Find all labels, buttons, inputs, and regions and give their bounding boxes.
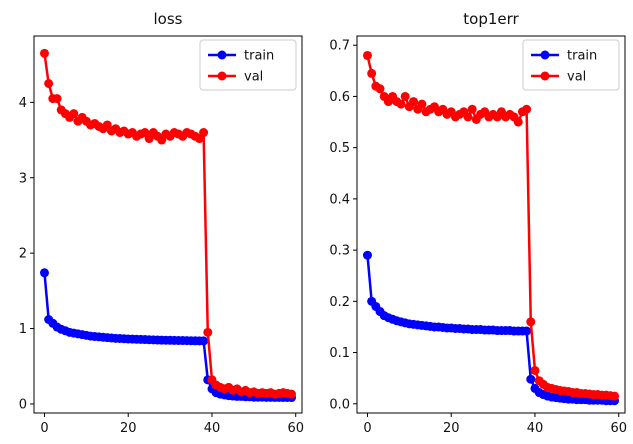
loss-legend-train-label: train [244, 49, 274, 64]
top1err-y-axis: 0.0 0.1 0.2 0.3 0.4 0.5 0.6 0.7 [329, 39, 357, 412]
top1err-y-tick-label: 0.0 [329, 397, 350, 412]
top1err-train-point [362, 250, 372, 260]
top1err-val-point [610, 391, 620, 401]
loss-x-tick-label: 40 [204, 421, 221, 436]
top1err-val-point [463, 112, 473, 122]
top1err-y-tick-label: 0.2 [329, 295, 350, 310]
loss-axes-frame [33, 35, 303, 414]
top1err-subplot: top1err 0 20 40 60 0.0 0.1 0.2 0.3 0.4 0.5 0.6 0.7… [329, 10, 627, 436]
top1err-val-point [530, 365, 540, 375]
top1err-val-point [417, 99, 427, 109]
loss-y-tick-label: 0 [19, 397, 27, 412]
top1err-train-point [522, 326, 532, 336]
loss-val-point [52, 94, 62, 104]
loss-legend-train-marker [217, 50, 227, 60]
top1err-y-tick-label: 0.6 [329, 90, 350, 105]
top1err-val-point [362, 50, 372, 60]
top1err-axes-frame [356, 35, 626, 414]
top1err-y-tick-label: 0.7 [329, 39, 350, 54]
top1err-val-point [375, 84, 385, 94]
loss-x-tick-label: 0 [40, 421, 48, 436]
loss-y-tick-label: 4 [19, 96, 27, 111]
top1err-y-tick-label: 0.4 [329, 192, 350, 207]
loss-legend-val-marker [217, 71, 227, 81]
top1err-val-point [396, 99, 406, 109]
loss-train-point [199, 336, 209, 346]
top1err-legend: train val [522, 39, 620, 91]
loss-y-tick-label: 3 [19, 171, 27, 186]
loss-legend: train val [199, 39, 297, 91]
loss-val-point [199, 128, 209, 138]
top1err-plot-area [362, 50, 620, 406]
loss-subplot: loss 0 20 40 60 0 1 2 3 4 train val [19, 10, 304, 436]
top1err-legend-val-marker [540, 71, 550, 81]
loss-legend-val-label: val [244, 70, 263, 85]
top1err-val-point [467, 104, 477, 114]
loss-x-tick-label: 60 [287, 421, 304, 436]
loss-plot-area [39, 48, 297, 403]
loss-y-tick-label: 1 [19, 322, 27, 337]
top1err-legend-train-label: train [567, 49, 597, 64]
top1err-x-tick-label: 40 [527, 421, 544, 436]
loss-chart-title: loss [154, 10, 183, 28]
top1err-val-point [400, 91, 410, 101]
loss-x-tick-label: 20 [120, 421, 137, 436]
top1err-val-point [522, 104, 532, 114]
top1err-y-tick-label: 0.3 [329, 244, 350, 259]
loss-y-tick-label: 2 [19, 247, 27, 262]
loss-train-point [39, 268, 49, 278]
top1err-chart-title: top1err [463, 10, 519, 28]
top1err-y-tick-label: 0.1 [329, 346, 350, 361]
top1err-y-tick-label: 0.5 [329, 141, 350, 156]
loss-y-axis: 0 1 2 3 4 [19, 96, 34, 412]
top1err-train-point [526, 374, 536, 384]
loss-val-point [69, 109, 79, 119]
loss-val-point [44, 79, 54, 88]
top1err-val-point [409, 97, 419, 107]
loss-x-axis: 0 20 40 60 [40, 413, 304, 436]
top1err-x-tick-label: 20 [443, 421, 460, 436]
top1err-x-axis: 0 20 40 60 [363, 413, 627, 436]
top1err-x-tick-label: 60 [610, 421, 627, 436]
top1err-val-point [526, 317, 536, 327]
top1err-val-point [513, 117, 523, 127]
top1err-x-tick-label: 0 [363, 421, 371, 436]
loss-val-point [203, 327, 213, 337]
loss-val-point [287, 389, 297, 399]
top1err-legend-val-label: val [567, 70, 586, 85]
top1err-legend-train-marker [540, 50, 550, 60]
top1err-val-point [367, 68, 377, 78]
loss-val-point [39, 48, 49, 58]
